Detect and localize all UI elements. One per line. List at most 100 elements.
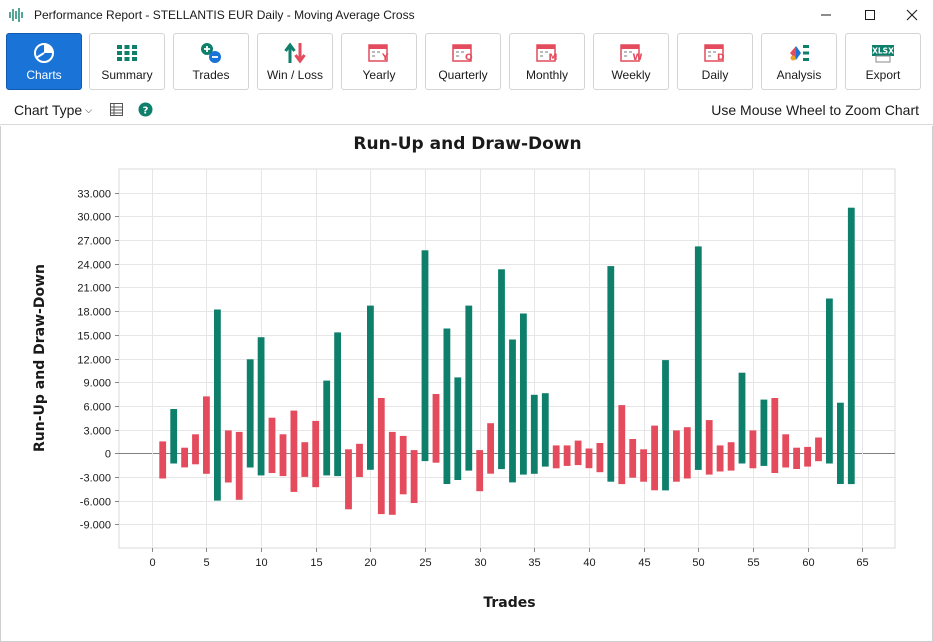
run-up-bar [246,359,254,468]
chart-panel[interactable]: -9.000 -6.000 -3.000 0 3.000 6.000 9.000 12.000… [0,126,933,642]
xlsx-icon: XLSX [872,45,894,63]
chart-type-dropdown[interactable]: Chart Type ⌵ [14,102,92,118]
chart-type-label: Chart Type [14,102,83,118]
y-tick-label: 18.000 [77,307,111,319]
analysis-icon [790,45,809,61]
y-tick-label: -3.000 [80,473,111,485]
draw-down-bar [377,398,385,515]
data-table-icon[interactable] [109,102,124,117]
chart-title: Run-Up and Draw-Down [353,134,582,154]
y-tick-label: 27.000 [77,236,111,248]
run-up-bar [837,402,844,484]
run-up-bar [694,246,702,470]
run-up-bar [170,409,178,464]
y-tick-label: 0 [105,449,111,461]
draw-down-bar [224,430,232,483]
help-icon[interactable]: ? [138,102,153,117]
grid-icon [117,45,137,61]
run-up-bar [454,377,462,480]
draw-down-bar [181,447,188,468]
x-tick-label: 10 [255,557,267,569]
run-up-bar [738,372,746,464]
run-up-draw-down-chart[interactable]: -9.000 -6.000 -3.000 0 3.000 6.000 9.000 12.000… [1,126,932,641]
draw-down-bar [804,446,811,467]
svg-text:W: W [633,53,643,63]
run-up-bar [323,380,331,476]
draw-down-bar [585,448,593,469]
draw-down-bar [651,425,658,491]
minimize-button[interactable] [803,0,849,30]
draw-down-bar [356,443,363,477]
run-up-bar [367,305,374,470]
draw-down-bar [312,420,320,488]
trades-label: Trades [192,68,230,82]
analysis-label: Analysis [776,68,822,82]
monthly-label: Monthly [525,68,569,82]
x-tick-label: 55 [747,557,759,569]
summary-button[interactable]: Summary [89,33,165,90]
chart-options-bar: Chart Type ⌵ ? Use Mouse Wheel to Zoom Ch… [0,94,933,125]
y-tick-label: -6.000 [80,497,111,509]
y-tick-label: 24.000 [77,260,111,272]
title-bar: Performance Report - STELLANTIS EUR Dail… [0,0,933,30]
y-tick-label: 12.000 [77,355,111,367]
quarterly-button[interactable]: Q Quarterly [425,33,501,90]
draw-down-bar [268,417,276,473]
quarterly-label: Quarterly [438,68,488,82]
daily-button[interactable]: D Daily [677,33,753,90]
toolbar: Charts Summary Trades Win / Loss [0,30,933,93]
x-tick-label: 15 [310,557,322,569]
draw-down-bar [563,445,571,466]
y-tick-label: 15.000 [77,331,111,343]
yearly-label: Yearly [362,68,396,82]
svg-text:Y: Y [381,53,389,63]
run-up-bar [760,399,768,466]
x-tick-label: 30 [474,557,486,569]
draw-down-bar [618,405,626,485]
draw-down-bar [487,423,494,474]
export-button[interactable]: XLSX Export [845,33,921,90]
weekly-button[interactable]: W Weekly [593,33,669,90]
y-axis-title: Run-Up and Draw-Down [32,264,48,452]
win-loss-button[interactable]: Win / Loss [257,33,333,90]
x-axis-title: Trades [483,595,536,611]
svg-text:XLSX: XLSX [872,47,894,56]
draw-down-bar [771,398,779,473]
draw-down-bar [388,431,396,515]
monthly-button[interactable]: M Monthly [509,33,585,90]
draw-down-bar [629,439,637,478]
window-title: Performance Report - STELLANTIS EUR Dail… [34,8,415,22]
draw-down-bar [301,442,309,477]
y-tick-label: 21.000 [77,283,111,295]
close-button[interactable] [889,0,933,30]
draw-down-bar [596,443,604,473]
draw-down-bar [705,420,713,475]
draw-down-bar [399,435,407,495]
calendar-m-icon: M [536,44,558,63]
x-tick-label: 50 [692,557,704,569]
y-tick-label: -9.000 [80,520,111,532]
up-down-arrows-icon [284,42,306,64]
run-up-bar [214,309,221,501]
run-up-bar [520,313,527,475]
zoom-hint: Use Mouse Wheel to Zoom Chart [711,102,919,118]
maximize-icon [865,10,875,20]
close-icon [906,9,918,21]
analysis-button[interactable]: Analysis [761,33,837,90]
maximize-button[interactable] [847,0,893,30]
yearly-button[interactable]: Y Yearly [341,33,417,90]
charts-button[interactable]: Charts [6,33,82,90]
draw-down-bar [815,437,822,462]
draw-down-bar [192,434,199,465]
weekly-label: Weekly [611,68,651,82]
y-tick-label: 33.000 [77,189,111,201]
run-up-bar [530,394,538,474]
draw-down-bar [640,449,647,482]
svg-text:?: ? [143,106,149,117]
draw-down-bar [476,450,484,492]
trades-button[interactable]: Trades [173,33,249,90]
draw-down-bar [432,394,440,463]
draw-down-bar [410,450,418,503]
win-loss-label: Win / Loss [266,68,323,82]
run-up-bar [509,339,516,483]
